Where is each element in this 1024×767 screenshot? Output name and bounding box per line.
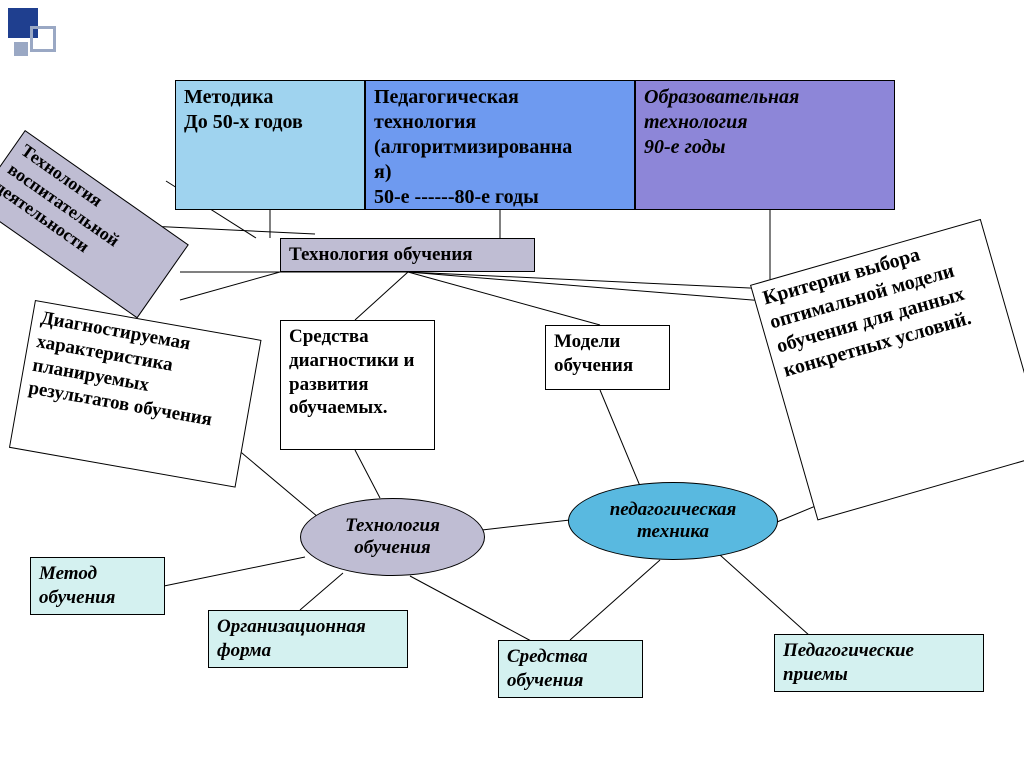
mint-box-metod_ob: Метод обучения: [30, 557, 165, 615]
technology-training-box: Технология обучения: [280, 238, 535, 272]
white-box-diag_char: Диагностируемая характеристика планируем…: [9, 300, 262, 488]
white-box-modeli: Модели обучения: [545, 325, 670, 390]
header-cell-2: Образовательнаятехнология90-е годы: [635, 80, 895, 210]
mint-box-sredstva_ob: Средства обучения: [498, 640, 643, 698]
white-box-kriterii: Критерии выбора оптимальной модели обуче…: [750, 219, 1024, 521]
educational-activity-technology-box: Технология воспитательной деятельности: [0, 130, 189, 318]
technology-training-label: Технология обучения: [289, 243, 473, 267]
educational-activity-technology-label: Технология воспитательной деятельности: [0, 140, 123, 256]
mint-box-org_forma: Организационная форма: [208, 610, 408, 668]
header-cell-1: Педагогическаятехнология(алгоритмизирова…: [365, 80, 635, 210]
ellipse-tech_ob_el: Технология обучения: [300, 498, 485, 576]
header-cell-0: МетодикаДо 50-х годов: [175, 80, 365, 210]
mint-box-ped_priemy: Педагогические приемы: [774, 634, 984, 692]
white-box-sredstva_diag: Средства диагностики и развития обучаемы…: [280, 320, 435, 450]
diagram-canvas: МетодикаДо 50-х годовПедагогическаятехно…: [0, 0, 1024, 767]
corner-decoration: [8, 8, 64, 64]
ellipse-ped_tech_el: педагогическая техника: [568, 482, 778, 560]
